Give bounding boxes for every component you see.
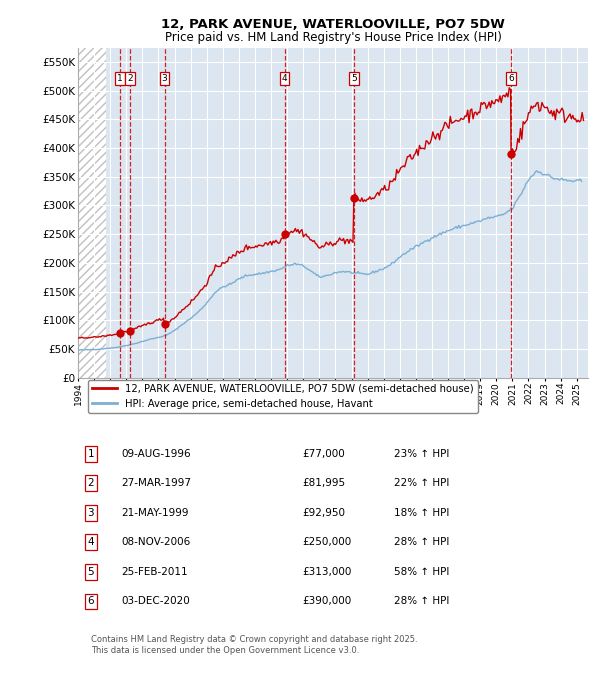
Text: Contains HM Land Registry data © Crown copyright and database right 2025.
This d: Contains HM Land Registry data © Crown c… xyxy=(91,636,418,655)
Text: 4: 4 xyxy=(282,74,287,83)
Text: £313,000: £313,000 xyxy=(302,567,352,577)
Text: 09-AUG-1996: 09-AUG-1996 xyxy=(121,449,191,459)
Bar xyxy=(78,48,106,377)
Text: 2: 2 xyxy=(88,478,94,488)
Text: 28% ↑ HPI: 28% ↑ HPI xyxy=(394,537,449,547)
Text: 25-FEB-2011: 25-FEB-2011 xyxy=(121,567,188,577)
Text: 27-MAR-1997: 27-MAR-1997 xyxy=(121,478,191,488)
Text: 58% ↑ HPI: 58% ↑ HPI xyxy=(394,567,449,577)
Text: £77,000: £77,000 xyxy=(302,449,345,459)
Text: 6: 6 xyxy=(88,596,94,607)
Text: 5: 5 xyxy=(351,74,356,83)
Text: 12, PARK AVENUE, WATERLOOVILLE, PO7 5DW: 12, PARK AVENUE, WATERLOOVILLE, PO7 5DW xyxy=(161,18,505,31)
Text: 3: 3 xyxy=(88,508,94,518)
Text: 1: 1 xyxy=(117,74,123,83)
Text: 22% ↑ HPI: 22% ↑ HPI xyxy=(394,478,449,488)
Text: £250,000: £250,000 xyxy=(302,537,352,547)
Legend: 12, PARK AVENUE, WATERLOOVILLE, PO7 5DW (semi-detached house), HPI: Average pric: 12, PARK AVENUE, WATERLOOVILLE, PO7 5DW … xyxy=(88,379,478,413)
Text: 3: 3 xyxy=(161,74,167,83)
Text: 03-DEC-2020: 03-DEC-2020 xyxy=(121,596,190,607)
Text: 21-MAY-1999: 21-MAY-1999 xyxy=(121,508,189,518)
Text: 08-NOV-2006: 08-NOV-2006 xyxy=(121,537,191,547)
Text: 1: 1 xyxy=(88,449,94,459)
Text: £390,000: £390,000 xyxy=(302,596,352,607)
Text: 23% ↑ HPI: 23% ↑ HPI xyxy=(394,449,449,459)
Text: Price paid vs. HM Land Registry's House Price Index (HPI): Price paid vs. HM Land Registry's House … xyxy=(164,31,502,44)
Text: 5: 5 xyxy=(88,567,94,577)
Text: £92,950: £92,950 xyxy=(302,508,346,518)
Text: 2: 2 xyxy=(127,74,133,83)
Text: 6: 6 xyxy=(508,74,514,83)
Text: 28% ↑ HPI: 28% ↑ HPI xyxy=(394,596,449,607)
Text: 18% ↑ HPI: 18% ↑ HPI xyxy=(394,508,449,518)
Text: £81,995: £81,995 xyxy=(302,478,346,488)
Text: 4: 4 xyxy=(88,537,94,547)
